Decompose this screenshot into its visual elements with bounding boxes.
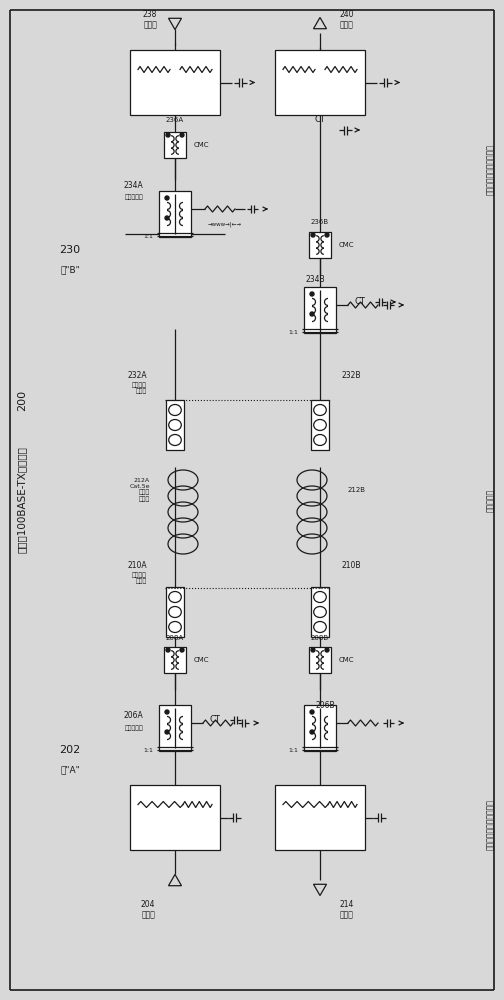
Text: CT: CT xyxy=(210,716,220,724)
Text: 双绞线介质: 双绞线介质 xyxy=(485,488,494,512)
Text: CMC: CMC xyxy=(339,242,354,248)
Text: 238
接收器: 238 接收器 xyxy=(143,10,157,30)
Circle shape xyxy=(310,710,314,714)
Bar xyxy=(275,50,365,115)
Bar xyxy=(311,587,329,637)
Text: 隔音变压器: 隔音变压器 xyxy=(124,725,143,731)
Text: 232A: 232A xyxy=(128,370,147,379)
Circle shape xyxy=(180,648,184,652)
Text: 站"B": 站"B" xyxy=(60,265,80,274)
Bar xyxy=(309,232,331,258)
Text: 取决于物理个质的双绞线: 取决于物理个质的双绞线 xyxy=(485,800,494,850)
Text: CMC: CMC xyxy=(194,657,210,663)
Text: 236B: 236B xyxy=(311,219,329,225)
Text: 240
发射器: 240 发射器 xyxy=(340,10,354,30)
Circle shape xyxy=(165,710,169,714)
Bar xyxy=(311,400,329,450)
Text: 234B: 234B xyxy=(305,275,325,284)
Circle shape xyxy=(311,648,315,652)
Text: 208B: 208B xyxy=(311,635,329,641)
Circle shape xyxy=(166,133,170,137)
Bar xyxy=(166,587,184,637)
Text: 206B: 206B xyxy=(315,700,335,710)
Circle shape xyxy=(165,216,169,220)
Text: 个质接口
连接器: 个质接口 连接器 xyxy=(132,382,147,394)
Bar xyxy=(164,132,186,158)
Text: 210A: 210A xyxy=(128,560,147,570)
Circle shape xyxy=(165,730,169,734)
Bar xyxy=(130,50,220,115)
Bar xyxy=(309,647,331,673)
Text: 1:1: 1:1 xyxy=(143,748,153,752)
Text: →www→|←→: →www→|←→ xyxy=(208,221,242,227)
Text: 1:1: 1:1 xyxy=(288,330,298,334)
Bar xyxy=(304,705,336,751)
Text: 典型的100BASE-TX链接拓扑: 典型的100BASE-TX链接拓扑 xyxy=(17,447,27,553)
Text: CT: CT xyxy=(314,115,326,124)
Bar xyxy=(166,400,184,450)
Text: 1:1: 1:1 xyxy=(143,233,153,238)
Bar xyxy=(130,785,220,850)
Text: 212A
Cat.5e
非屏蔽
双绞线: 212A Cat.5e 非屏蔽 双绞线 xyxy=(130,478,150,502)
Text: 204
发射器: 204 发射器 xyxy=(141,900,155,920)
Text: 取决于物理个质的双绞线: 取决于物理个质的双绞线 xyxy=(485,145,494,195)
Text: 236A: 236A xyxy=(166,117,184,123)
Text: 站"A": 站"A" xyxy=(60,766,80,774)
Bar xyxy=(275,785,365,850)
Circle shape xyxy=(180,133,184,137)
Text: CMC: CMC xyxy=(194,142,210,148)
Bar xyxy=(304,287,336,333)
Text: 206A: 206A xyxy=(123,710,143,720)
Circle shape xyxy=(310,730,314,734)
Circle shape xyxy=(310,312,314,316)
Text: 个质接口
连接器: 个质接口 连接器 xyxy=(132,572,147,584)
Text: 212B: 212B xyxy=(348,487,366,493)
Bar xyxy=(159,191,191,237)
Text: 202: 202 xyxy=(59,745,81,755)
Circle shape xyxy=(165,196,169,200)
Text: CMC: CMC xyxy=(339,657,354,663)
Text: 隔音变压器: 隔音变压器 xyxy=(124,194,143,200)
Text: 230: 230 xyxy=(59,245,81,255)
Text: 232B: 232B xyxy=(342,370,361,379)
Circle shape xyxy=(325,233,329,237)
Text: 1:1: 1:1 xyxy=(288,748,298,752)
Text: 200: 200 xyxy=(17,389,27,411)
Text: 210B: 210B xyxy=(342,560,361,570)
Text: 208A: 208A xyxy=(166,635,184,641)
Text: CT: CT xyxy=(354,298,365,306)
Bar xyxy=(159,705,191,751)
Bar xyxy=(164,647,186,673)
Circle shape xyxy=(310,292,314,296)
Text: 234A: 234A xyxy=(123,180,143,190)
Circle shape xyxy=(311,233,315,237)
Text: 214
接收器: 214 接收器 xyxy=(340,900,354,920)
Circle shape xyxy=(166,648,170,652)
Circle shape xyxy=(325,648,329,652)
